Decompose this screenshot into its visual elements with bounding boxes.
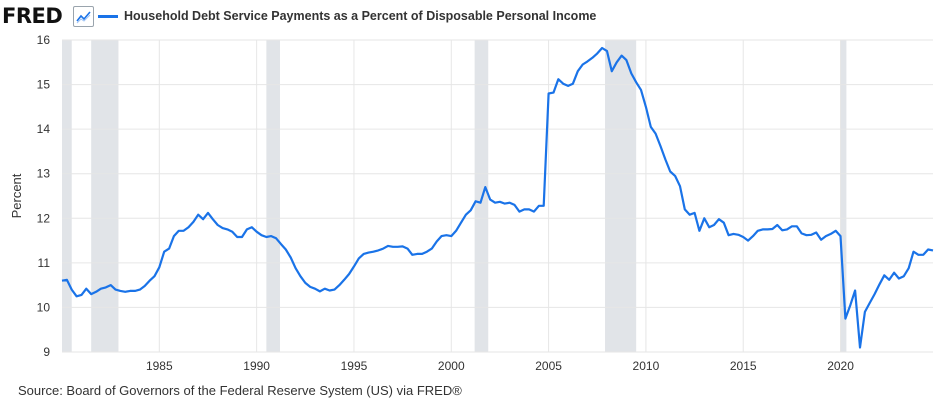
recession-band [840,40,847,352]
recession-band [266,40,280,352]
recession-band [605,40,637,352]
chart-header: FRED Household Debt Service Payments as … [0,0,936,34]
x-axis-ticks: 1985 1990 1995 2000 2005 2010 2015 2020 [146,359,854,373]
y-tick-label: 11 [38,256,51,270]
series-line[interactable] [61,46,934,349]
x-tick-label: 2020 [827,359,854,373]
x-tick-label: 2015 [730,359,757,373]
legend[interactable]: Household Debt Service Payments as a Per… [98,8,596,24]
source-note: Source: Board of Governors of the Federa… [18,383,462,398]
x-tick-label: 1990 [243,359,270,373]
y-tick-label: 15 [37,78,51,92]
recession-band [91,40,119,352]
gridlines [62,39,933,353]
y-axis-title: Percent [9,173,24,218]
x-tick-label: 1995 [341,359,368,373]
y-axis-ticks: 9 10 11 12 13 14 15 16 [37,33,51,359]
y-tick-label: 14 [37,122,51,136]
y-tick-label: 13 [37,167,51,181]
y-tick-label: 10 [37,300,51,314]
x-tick-label: 2010 [633,359,660,373]
series-layer[interactable] [61,46,934,349]
line-chart-icon[interactable] [73,6,94,27]
x-tick-label: 2000 [438,359,465,373]
recession-shading [62,40,847,352]
legend-label: Household Debt Service Payments as a Per… [124,9,597,23]
legend-swatch [98,14,118,18]
fred-logo[interactable]: FRED [2,4,63,28]
y-tick-label: 12 [37,211,51,225]
x-tick-label: 1985 [146,359,173,373]
y-tick-label: 16 [37,33,51,47]
x-tick-label: 2005 [535,359,562,373]
recession-band [62,40,72,352]
y-tick-label: 9 [43,345,50,359]
